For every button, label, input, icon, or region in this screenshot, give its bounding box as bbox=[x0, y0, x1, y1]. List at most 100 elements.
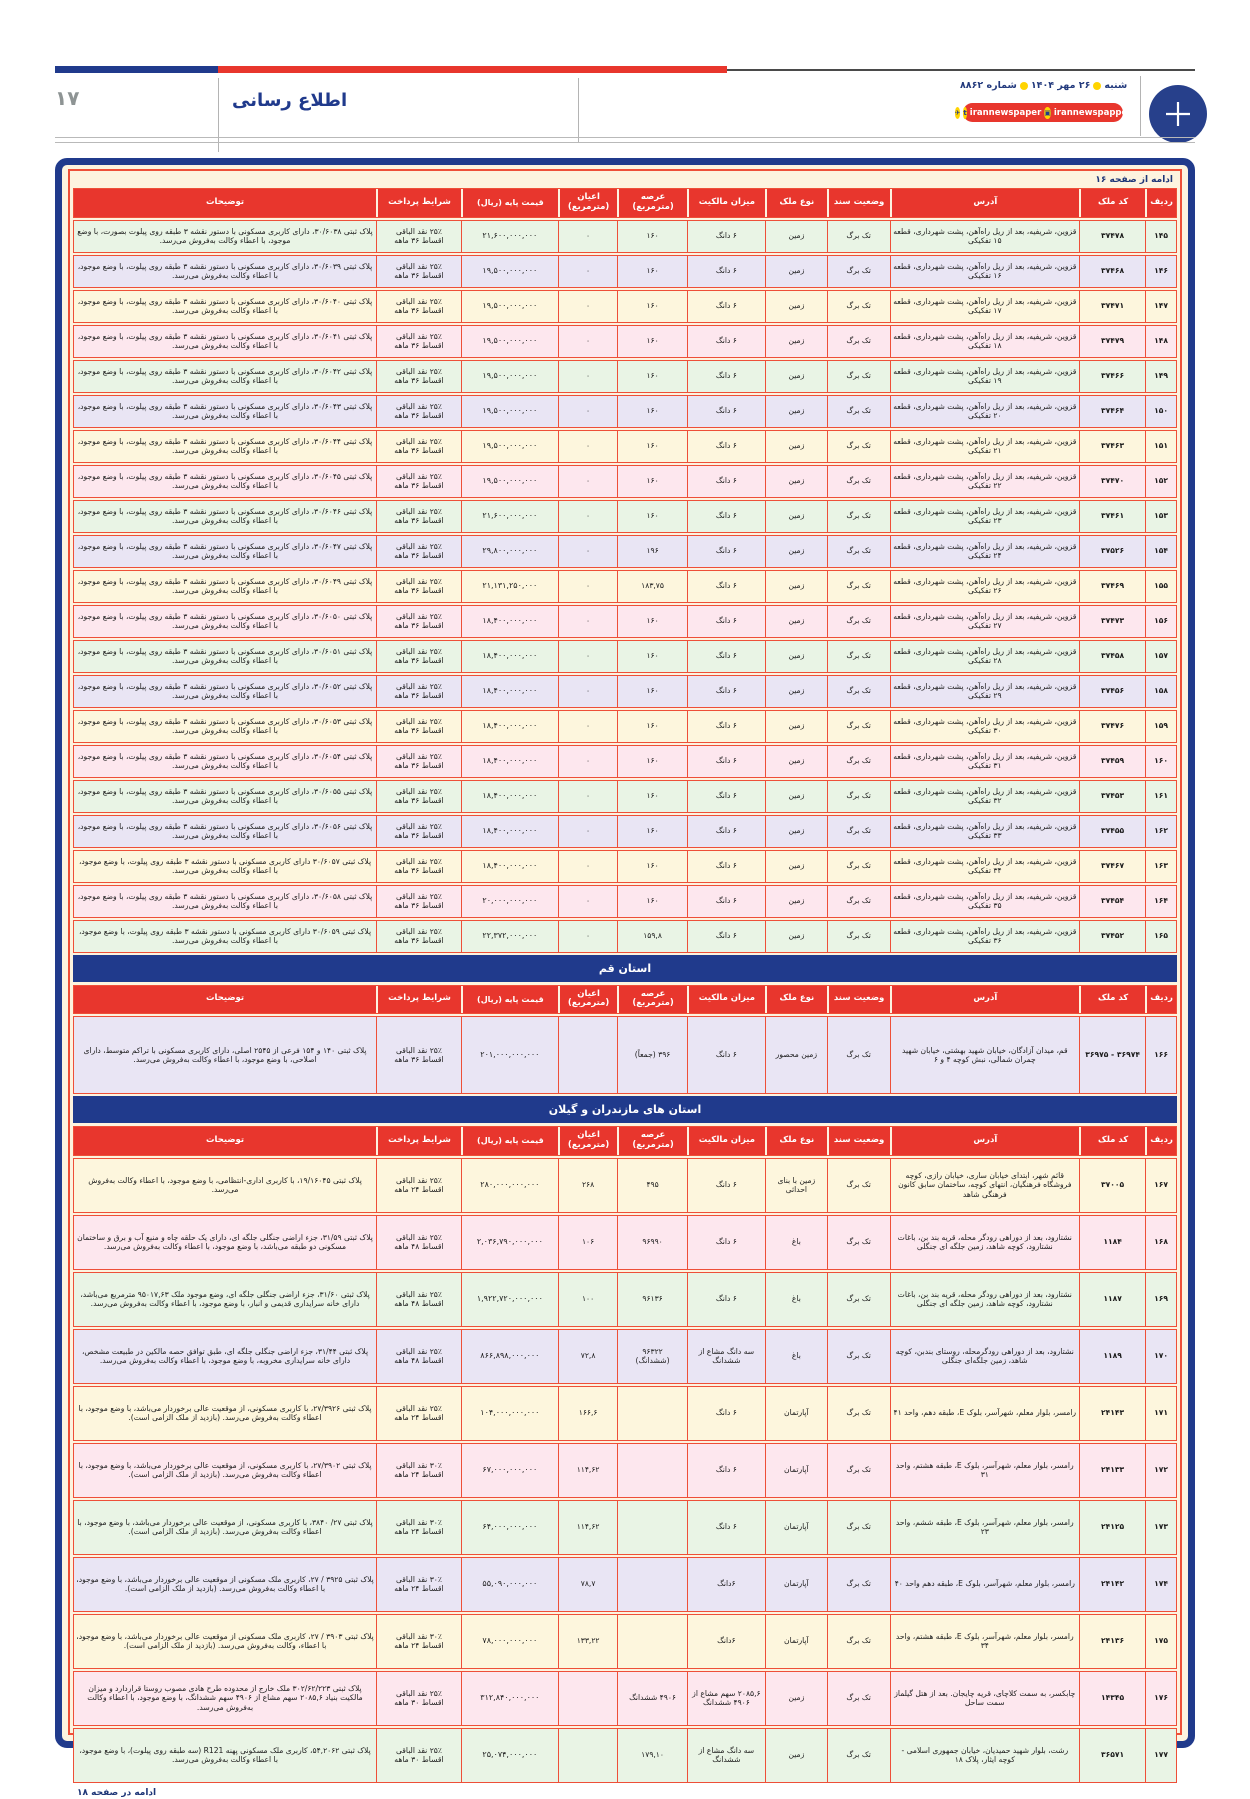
base-price-cell: ۱۸,۴۰۰,۰۰۰,۰۰۰ bbox=[460, 675, 558, 707]
building-area-cell: ۰ bbox=[557, 815, 618, 847]
notes-cell: پلاک ثبتی ۱۴۰ و ۱۵۴ فرعی از ۲۵۴۵ اصلی، د… bbox=[83, 1045, 367, 1065]
deed-status-cell: تک برگ bbox=[826, 1158, 890, 1212]
notes-cell: پلاک ثبتی ۲۷/ ۳۸۴۰، با کاربری مسکونی، از… bbox=[77, 1517, 373, 1537]
notes-cell: پلاک ثبتی ۳۰/۶۰۴۹، دارای کاربری مسکونی ب… bbox=[77, 576, 373, 596]
column-header: وضعیت سند bbox=[826, 189, 890, 217]
address-cell: چابکسر، به سمت کلاچای، قریه چایجان. بعد … bbox=[889, 1671, 1080, 1725]
notes-cell: پلاک ثبتی ۳۰/۶۰۴۷، دارای کاربری مسکونی ب… bbox=[77, 541, 373, 561]
property-type-cell: زمین bbox=[765, 535, 827, 567]
row-number-cell: ۱۶۹ bbox=[1145, 1272, 1176, 1326]
table-row: ۱۷۷ ۳۶۵۷۱ رشت، بلوار شهید حمیدیان، خیابان … bbox=[73, 1727, 1177, 1783]
land-area-cell bbox=[617, 1500, 686, 1554]
deed-status-cell: تک برگ bbox=[826, 290, 890, 322]
property-code-cell: ۲۴۱۲۵ bbox=[1079, 1500, 1145, 1554]
row-number-cell: ۱۷۶ bbox=[1145, 1671, 1176, 1725]
ownership-cell: ۶ دانگ bbox=[686, 1500, 765, 1554]
property-type-cell: زمین bbox=[765, 675, 827, 707]
column-header: شرایط پرداخت bbox=[376, 985, 461, 1014]
deed-status-cell: تک برگ bbox=[826, 1443, 890, 1497]
notes-cell: پلاک ثبتی ۳۱/۶۰، جزء اراضی جنگلی جلگه ای… bbox=[80, 1289, 370, 1309]
listings-frame: ادامه از صفحه ۱۶ ردیف کد ملک آدرس وضعیت سند… bbox=[55, 158, 1195, 1798]
table-row: ۱۶۲ ۳۷۴۵۵ قزوین، شریفیه، بعد از ریل راه‌آه… bbox=[73, 814, 1177, 848]
base-price-cell: ۲,۰۳۶,۷۹۰,۰۰۰,۰۰۰ bbox=[460, 1215, 558, 1269]
land-area-cell: ۱۶۰ bbox=[617, 640, 686, 672]
building-area-cell bbox=[557, 1017, 618, 1094]
building-area-cell: ۰ bbox=[557, 500, 618, 532]
payment-terms-cell: ۲۵٪ نقد الباقی اقساط ۳۶ ماهه bbox=[376, 325, 461, 357]
property-code-cell: ۳۷۴۶۴ bbox=[1079, 395, 1145, 427]
property-code-cell: ۳۷۴۷۰ bbox=[1079, 465, 1145, 497]
deed-status-cell: تک برگ bbox=[826, 255, 890, 287]
address-cell: نشتارود، بعد از دوراهی رودگرمحله، روستای… bbox=[889, 1329, 1080, 1383]
table-row: ۱۷۱ ۲۴۱۴۳ رامسر، بلوار معلم، شهرآسر، بلوک … bbox=[73, 1385, 1177, 1441]
property-code-cell: ۱۴۳۴۵ bbox=[1079, 1671, 1145, 1725]
base-price-cell: ۲۹,۸۰۰,۰۰۰,۰۰۰ bbox=[460, 535, 558, 567]
table-row: ۱۵۱ ۳۷۴۶۳ قزوین، شریفیه، بعد از ریل راه‌آه… bbox=[73, 429, 1177, 463]
notes-cell: پلاک ثبتی ۳۰/۶۰۴۱، دارای کاربری مسکونی ب… bbox=[77, 331, 373, 351]
table-row: ۱۶۷ ۳۷۰۰۵ قائم شهر، ابتدای خیابان ساری، خی… bbox=[73, 1157, 1177, 1213]
property-type-cell: زمین bbox=[765, 360, 827, 392]
base-price-cell: ۱۸,۴۰۰,۰۰۰,۰۰۰ bbox=[460, 780, 558, 812]
notes-cell: پلاک ثبتی ۳۰/۶۰۳۸، دارای کاربری مسکونی ب… bbox=[77, 226, 373, 246]
column-header: وضعیت سند bbox=[826, 985, 890, 1014]
table-row: ۱۶۳ ۳۷۴۶۷ قزوین، شریفیه، بعد از ریل راه‌آه… bbox=[73, 849, 1177, 883]
notes-cell: پلاک ثبتی ۳۰/۶۰۵۸، دارای کاربری مسکونی ب… bbox=[77, 891, 373, 911]
land-area-cell: ۱۶۰ bbox=[617, 255, 686, 287]
notes-cell: پلاک ثبتی ۳۰/۶۰۴۳، دارای کاربری مسکونی ب… bbox=[77, 401, 373, 421]
property-code-cell: ۳۶۵۷۱ bbox=[1079, 1728, 1145, 1782]
ownership-cell: ۶ دانگ bbox=[686, 500, 765, 532]
property-type-cell: زمین bbox=[765, 255, 827, 287]
property-type-cell: آپارتمان bbox=[765, 1500, 827, 1554]
address-cell: قزوین، شریفیه، بعد از ریل راه‌آهن، پشت ش… bbox=[889, 290, 1080, 322]
ownership-cell: ۶ دانگ bbox=[686, 1215, 765, 1269]
land-area-cell bbox=[617, 1614, 686, 1668]
row-number-cell: ۱۶۴ bbox=[1145, 885, 1176, 917]
property-code-cell: ۳۶۹۷۴ - ۳۶۹۷۵ bbox=[1079, 1017, 1145, 1094]
column-header: آدرس bbox=[889, 985, 1080, 1014]
property-type-cell: زمین bbox=[765, 430, 827, 462]
iran-newspaper-plus-logo bbox=[1149, 85, 1207, 143]
land-area-cell: ۱۶۰ bbox=[617, 605, 686, 637]
deed-status-cell: تک برگ bbox=[826, 1557, 890, 1611]
row-number-cell: ۱۵۷ bbox=[1145, 640, 1176, 672]
building-area-cell: ۰ bbox=[557, 430, 618, 462]
building-area-cell: ۰ bbox=[557, 325, 618, 357]
base-price-cell: ۲۰۱,۰۰۰,۰۰۰,۰۰۰ bbox=[460, 1017, 558, 1094]
masthead-divider bbox=[218, 78, 219, 152]
base-price-cell: ۲۱,۶۰۰,۰۰۰,۰۰۰ bbox=[460, 500, 558, 532]
building-area-cell: ۰ bbox=[557, 570, 618, 602]
ownership-cell: ۶ دانگ bbox=[686, 465, 765, 497]
building-area-cell: ۰ bbox=[557, 535, 618, 567]
deed-status-cell: تک برگ bbox=[826, 1614, 890, 1668]
ownership-cell: ۶دانگ bbox=[686, 1614, 765, 1668]
base-price-cell: ۱۸,۴۰۰,۰۰۰,۰۰۰ bbox=[460, 850, 558, 882]
payment-terms-cell: ۲۵٪ نقد الباقی اقساط ۳۶ ماهه bbox=[376, 815, 461, 847]
row-number-cell: ۱۷۲ bbox=[1145, 1443, 1176, 1497]
social-media-banner: ✈ t irannewspaper ▣ irannewspapper bbox=[954, 103, 1131, 122]
ownership-cell: ۶ دانگ bbox=[686, 290, 765, 322]
base-price-cell: ۷۸,۰۰۰,۰۰۰,۰۰۰ bbox=[460, 1614, 558, 1668]
section-band: استان قم bbox=[73, 954, 1177, 982]
column-header: قیمت پایه (ریال) bbox=[460, 1127, 558, 1155]
deed-status-cell: تک برگ bbox=[826, 1500, 890, 1554]
property-code-cell: ۲۴۱۴۲ bbox=[1079, 1557, 1145, 1611]
address-cell: قزوین، شریفیه، بعد از ریل راه‌آهن، پشت ش… bbox=[889, 920, 1080, 952]
column-header: توضیحات bbox=[74, 1127, 377, 1155]
property-code-cell: ۲۴۱۴۳ bbox=[1079, 1386, 1145, 1440]
address-cell: قم، میدان آزادگان، خیابان شهید بهشتی، خی… bbox=[889, 1017, 1080, 1094]
building-area-cell: ۱۳۳,۲۲ bbox=[557, 1614, 618, 1668]
land-area-cell: ۱۶۰ bbox=[617, 815, 686, 847]
property-code-cell: ۳۷۴۵۹ bbox=[1079, 745, 1145, 777]
row-number-cell: ۱۶۱ bbox=[1145, 780, 1176, 812]
payment-terms-cell: ۲۵٪ نقد الباقی اقساط ۳۶ ماهه bbox=[376, 1017, 461, 1094]
base-price-cell: ۱۸,۴۰۰,۰۰۰,۰۰۰ bbox=[460, 605, 558, 637]
notes-cell: پلاک ثبتی ۳۹۰۳ / ۲۷، کاربری ملک مسکونی ا… bbox=[76, 1631, 374, 1651]
property-type-cell: زمین bbox=[765, 500, 827, 532]
address-cell: قزوین، شریفیه، بعد از ریل راه‌آهن، پشت ش… bbox=[889, 885, 1080, 917]
base-price-cell: ۱۰۴,۰۰۰,۰۰۰,۰۰۰ bbox=[460, 1386, 558, 1440]
land-area-cell: ۴۹۰۶ ششدانگ bbox=[617, 1671, 686, 1725]
property-code-cell: ۳۷۴۶۸ bbox=[1079, 255, 1145, 287]
deed-status-cell: تک برگ bbox=[826, 1329, 890, 1383]
property-code-cell: ۳۷۴۷۱ bbox=[1079, 290, 1145, 322]
address-cell: رشت، بلوار شهید حمیدیان، خیابان جمهوری ا… bbox=[889, 1728, 1080, 1782]
